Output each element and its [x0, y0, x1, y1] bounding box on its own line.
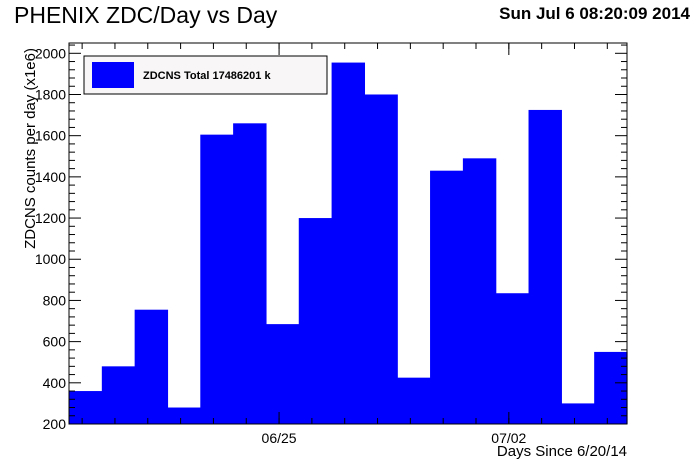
- legend: ZDCNS Total 17486201 k: [83, 55, 328, 95]
- bar-10: [364, 94, 398, 425]
- y-tick-label: 1400: [35, 169, 66, 185]
- x-axis-label: Days Since 6/20/14: [497, 443, 627, 460]
- bar-17: [594, 351, 628, 424]
- timestamp: Sun Jul 6 08:20:09 2014: [499, 4, 690, 23]
- y-tick-label: 2000: [35, 45, 66, 61]
- bar-14: [495, 293, 530, 424]
- y-tick-label: 800: [43, 292, 67, 308]
- bar-11: [397, 377, 431, 424]
- y-tick-label: 200: [43, 416, 67, 432]
- bars-group: [69, 62, 628, 425]
- bar-16: [561, 403, 595, 424]
- bar-9: [331, 62, 366, 424]
- y-axis: 200 400 600 800 1000 1200 1400 1600 1800 2000: [35, 44, 81, 432]
- y-tick-label: 1600: [35, 128, 66, 144]
- y-tick-label: 1200: [35, 210, 66, 226]
- y-tick-label: 600: [43, 334, 67, 350]
- y-tick-label: 400: [43, 375, 67, 391]
- bar-3: [134, 309, 169, 424]
- bar-13: [462, 158, 497, 425]
- legend-swatch: [92, 62, 134, 88]
- plot-frame: [68, 42, 628, 425]
- y-tick-label: 1000: [35, 251, 66, 267]
- bar-6: [233, 123, 267, 425]
- legend-label: ZDCNS Total 17486201 k: [143, 70, 271, 82]
- bar-15: [528, 109, 562, 424]
- chart-title: PHENIX ZDC/Day vs Day: [14, 2, 278, 28]
- x-axis: 06/25 07/02: [81, 412, 608, 446]
- bar-12: [430, 170, 464, 424]
- bar-5: [200, 134, 234, 425]
- y-tick-label: 1800: [35, 86, 66, 102]
- bar-8: [298, 218, 333, 424]
- bar-2: [101, 366, 136, 424]
- bar-7: [265, 324, 300, 424]
- bar-4: [167, 407, 201, 424]
- x-tick-label: 06/25: [262, 430, 297, 446]
- top-ticks: [81, 43, 608, 55]
- right-ticks: [615, 44, 627, 425]
- x-tick-label: 07/02: [491, 430, 526, 446]
- y-axis-label: ZDCNS counts per day (x1e6): [22, 48, 39, 249]
